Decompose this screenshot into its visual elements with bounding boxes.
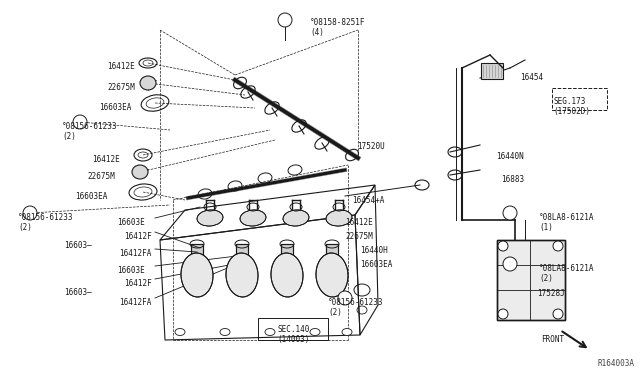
Text: 16883: 16883 <box>501 175 524 184</box>
Ellipse shape <box>181 253 213 297</box>
Text: °08156-61233
(2): °08156-61233 (2) <box>328 298 383 317</box>
Bar <box>281 244 293 262</box>
Circle shape <box>73 115 87 129</box>
Ellipse shape <box>140 76 156 90</box>
Text: 16603EA: 16603EA <box>76 192 108 201</box>
Text: 16454+A: 16454+A <box>352 196 385 205</box>
Text: 17528J: 17528J <box>537 289 564 298</box>
Ellipse shape <box>265 328 275 336</box>
Ellipse shape <box>226 253 258 297</box>
Ellipse shape <box>132 165 148 179</box>
Text: 16603—: 16603— <box>64 288 92 297</box>
Ellipse shape <box>175 328 185 336</box>
Text: 22675M: 22675M <box>345 232 372 241</box>
Text: 16603E: 16603E <box>117 218 145 227</box>
Ellipse shape <box>310 328 320 336</box>
Text: SEG.173
(17502D): SEG.173 (17502D) <box>553 97 590 116</box>
Circle shape <box>503 257 517 271</box>
Text: 16412F: 16412F <box>124 279 152 288</box>
Circle shape <box>553 309 563 319</box>
Circle shape <box>498 309 508 319</box>
Text: FRONT: FRONT <box>541 335 564 344</box>
Bar <box>326 244 338 262</box>
Text: SEC.140
(14003): SEC.140 (14003) <box>278 325 310 344</box>
Text: R164003A: R164003A <box>598 359 635 368</box>
Text: 16440H: 16440H <box>360 246 388 255</box>
Circle shape <box>498 241 508 251</box>
Text: 16412F: 16412F <box>124 232 152 241</box>
Text: 16454: 16454 <box>520 73 543 82</box>
Text: 16412E: 16412E <box>108 62 135 71</box>
Text: 16412FA: 16412FA <box>120 249 152 258</box>
Text: °08156-61233
(2): °08156-61233 (2) <box>62 122 118 141</box>
Text: °08LA8-6121A
(1): °08LA8-6121A (1) <box>539 213 595 232</box>
Text: °08156-61233
(2): °08156-61233 (2) <box>18 213 74 232</box>
Bar <box>281 244 293 262</box>
Bar <box>481 63 503 79</box>
Bar <box>191 244 203 262</box>
Text: 16412E: 16412E <box>345 218 372 227</box>
Text: 16603EA: 16603EA <box>360 260 392 269</box>
Bar <box>552 88 607 110</box>
Ellipse shape <box>316 253 348 297</box>
Circle shape <box>503 206 517 220</box>
Text: 16412E: 16412E <box>92 155 120 164</box>
Text: 16603—: 16603— <box>64 241 92 250</box>
Ellipse shape <box>326 210 352 226</box>
Bar <box>326 244 338 262</box>
Text: °08158-8251F
(4): °08158-8251F (4) <box>310 18 365 38</box>
Ellipse shape <box>283 210 309 226</box>
Text: 16440N: 16440N <box>496 152 524 161</box>
Text: 22675M: 22675M <box>87 172 115 181</box>
Bar <box>258 318 328 340</box>
Text: 17520U: 17520U <box>357 142 385 151</box>
Circle shape <box>553 241 563 251</box>
Ellipse shape <box>342 328 352 336</box>
Circle shape <box>338 291 352 305</box>
Bar <box>236 244 248 262</box>
Text: 16412FA: 16412FA <box>120 298 152 307</box>
Text: 16603EA: 16603EA <box>99 103 131 112</box>
Text: °08LA8-6121A
(2): °08LA8-6121A (2) <box>539 264 595 283</box>
Bar <box>236 244 248 262</box>
Ellipse shape <box>240 210 266 226</box>
Circle shape <box>23 206 37 220</box>
Text: 16603E: 16603E <box>117 266 145 275</box>
Circle shape <box>278 13 292 27</box>
Ellipse shape <box>220 328 230 336</box>
Ellipse shape <box>197 210 223 226</box>
Bar <box>497 240 565 320</box>
Bar <box>191 244 203 262</box>
Bar <box>497 240 565 320</box>
Text: 22675M: 22675M <box>108 83 135 92</box>
Ellipse shape <box>271 253 303 297</box>
